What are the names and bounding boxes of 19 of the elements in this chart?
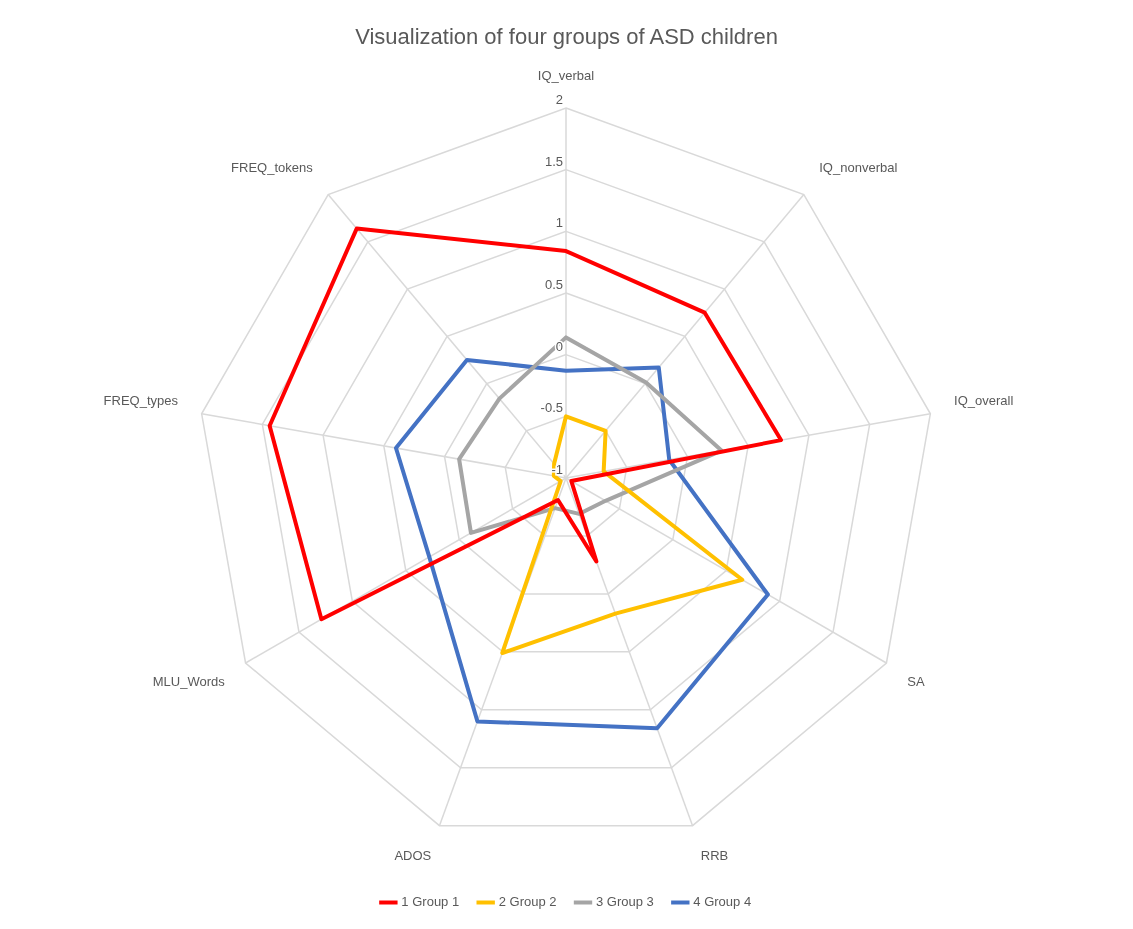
spoke-label: SA: [907, 674, 925, 690]
legend-label: 4 Group 4: [693, 894, 752, 910]
legend-label: 2 Group 2: [498, 894, 557, 910]
chart-title: Visualization of four groups of ASD children: [355, 24, 778, 50]
spoke-label: IQ_verbal: [537, 67, 595, 83]
y-tick-label: -0.5: [540, 400, 563, 416]
spoke-label: FREQ_tokens: [231, 159, 314, 175]
y-tick-label: 1.5: [544, 153, 563, 169]
legend-label: 1 Group 1: [401, 894, 460, 910]
spoke-label: MLU_Words: [152, 674, 226, 690]
spoke-label: ADOS: [394, 847, 432, 863]
y-tick-label: 1: [555, 215, 563, 231]
y-tick-label: 2: [555, 92, 563, 108]
spoke-label: RRB: [700, 847, 729, 863]
legend-label: 3 Group 3: [596, 894, 654, 910]
y-tick-label: 0.5: [544, 277, 563, 293]
spoke-label: IQ_overall: [954, 393, 1014, 409]
spoke-label: FREQ_types: [103, 393, 179, 409]
spoke-label: IQ_nonverbal: [819, 159, 898, 175]
